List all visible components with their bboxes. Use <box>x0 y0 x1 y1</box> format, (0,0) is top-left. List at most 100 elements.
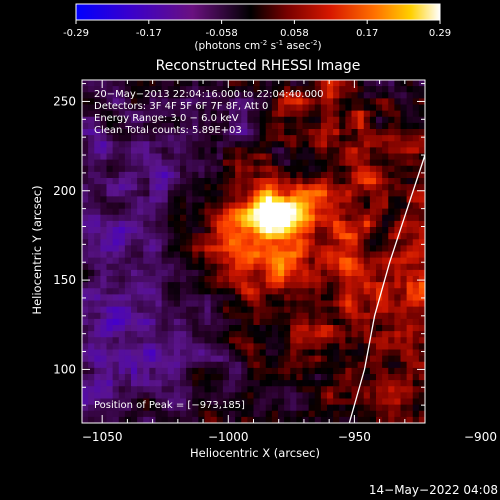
heatmap-cell <box>247 135 254 142</box>
heatmap-cell <box>235 184 242 191</box>
heatmap-cell <box>418 184 425 191</box>
heatmap-cell <box>333 269 340 277</box>
heatmap-cell <box>241 165 248 173</box>
heatmap-cell <box>290 386 297 393</box>
heatmap-cell <box>394 178 401 185</box>
heatmap-cell <box>376 147 383 154</box>
heatmap-cell <box>94 122 101 130</box>
heatmap-cell <box>173 92 181 99</box>
heatmap-cell <box>308 116 316 124</box>
heatmap-cell <box>229 361 236 369</box>
heatmap-cell <box>173 184 181 191</box>
heatmap-cell <box>161 337 169 344</box>
heatmap-cell <box>216 178 224 185</box>
heatmap-cell <box>339 233 346 240</box>
heatmap-cell <box>418 306 425 314</box>
heatmap-cell <box>124 92 132 99</box>
heatmap-cell <box>290 294 297 301</box>
heatmap-cell <box>363 98 371 105</box>
heatmap-cell <box>167 288 175 295</box>
heatmap-cell <box>290 337 297 344</box>
heatmap-cell <box>296 392 303 399</box>
heatmap-cell <box>265 318 273 326</box>
heatmap-cell <box>149 337 156 344</box>
heatmap-cell <box>167 343 175 350</box>
heatmap-cell <box>155 318 163 326</box>
heatmap-cell <box>173 208 181 216</box>
heatmap-cell <box>376 227 383 234</box>
heatmap-cell <box>241 251 248 259</box>
heatmap-cell <box>204 165 212 173</box>
heatmap-cell <box>94 367 101 375</box>
heatmap-cell <box>180 263 187 271</box>
heatmap-cell <box>308 263 316 271</box>
heatmap-cell <box>247 367 254 375</box>
heatmap-cell <box>161 141 169 148</box>
heatmap-cell <box>106 367 114 375</box>
heatmap-cell <box>259 269 267 277</box>
heatmap-cell <box>100 288 107 295</box>
heatmap-cell <box>222 80 230 87</box>
heatmap-cell <box>216 398 224 406</box>
heatmap-cell <box>265 135 273 142</box>
heatmap-cell <box>333 374 340 381</box>
heatmap-cell <box>388 282 395 289</box>
heatmap-cell <box>284 245 291 252</box>
heatmap-cell <box>210 214 218 222</box>
heatmap-cell <box>131 196 138 203</box>
heatmap-cell <box>100 410 107 418</box>
heatmap-cell <box>278 410 285 418</box>
heatmap-cell <box>418 380 425 387</box>
heatmap-cell <box>100 214 107 222</box>
heatmap-cell <box>82 104 89 112</box>
heatmap-cell <box>149 276 156 283</box>
heatmap-cell <box>118 80 126 87</box>
heatmap-cell <box>235 98 242 105</box>
heatmap-cell <box>198 318 205 326</box>
heatmap-cell <box>241 153 248 161</box>
heatmap-cell <box>100 355 107 363</box>
heatmap-cell <box>118 135 126 142</box>
heatmap-cell <box>302 153 310 161</box>
heatmap-cell <box>106 398 114 406</box>
heatmap-cell <box>247 184 254 191</box>
heatmap-cell <box>155 355 163 363</box>
heatmap-cell <box>320 282 328 289</box>
heatmap-cell <box>131 288 138 295</box>
heatmap-cell <box>94 392 101 399</box>
heatmap-cell <box>198 276 205 283</box>
heatmap-cell <box>284 251 291 259</box>
heatmap-cell <box>235 239 242 246</box>
heatmap-cell <box>241 178 248 185</box>
heatmap-cell <box>308 104 316 112</box>
heatmap-cell <box>186 171 193 179</box>
heatmap-cell <box>112 147 120 154</box>
heatmap-cell <box>382 239 389 246</box>
heatmap-cell <box>253 214 261 222</box>
heatmap-cell <box>278 141 285 148</box>
heatmap-cell <box>363 404 371 412</box>
heatmap-cell <box>265 251 273 259</box>
heatmap-cell <box>118 251 126 259</box>
heatmap-cell <box>412 116 420 124</box>
heatmap-cell <box>143 153 150 161</box>
heatmap-cell <box>247 288 254 295</box>
heatmap-cell <box>339 171 346 179</box>
heatmap-cell <box>400 208 408 216</box>
heatmap-cell <box>216 165 224 173</box>
heatmap-cell <box>302 294 310 301</box>
heatmap-cell <box>118 343 126 350</box>
heatmap-cell <box>278 288 285 295</box>
heatmap-cell <box>418 343 425 350</box>
heatmap-cell <box>88 300 95 308</box>
heatmap-cell <box>198 141 205 148</box>
heatmap-cell <box>327 165 334 173</box>
heatmap-cell <box>320 245 328 252</box>
heatmap-cell <box>278 80 285 87</box>
heatmap-cell <box>112 257 120 265</box>
heatmap-cell <box>320 80 328 87</box>
heatmap-cell <box>155 129 163 136</box>
heatmap-cell <box>320 122 328 130</box>
heatmap-cell <box>278 386 285 393</box>
heatmap-cell <box>216 110 224 118</box>
